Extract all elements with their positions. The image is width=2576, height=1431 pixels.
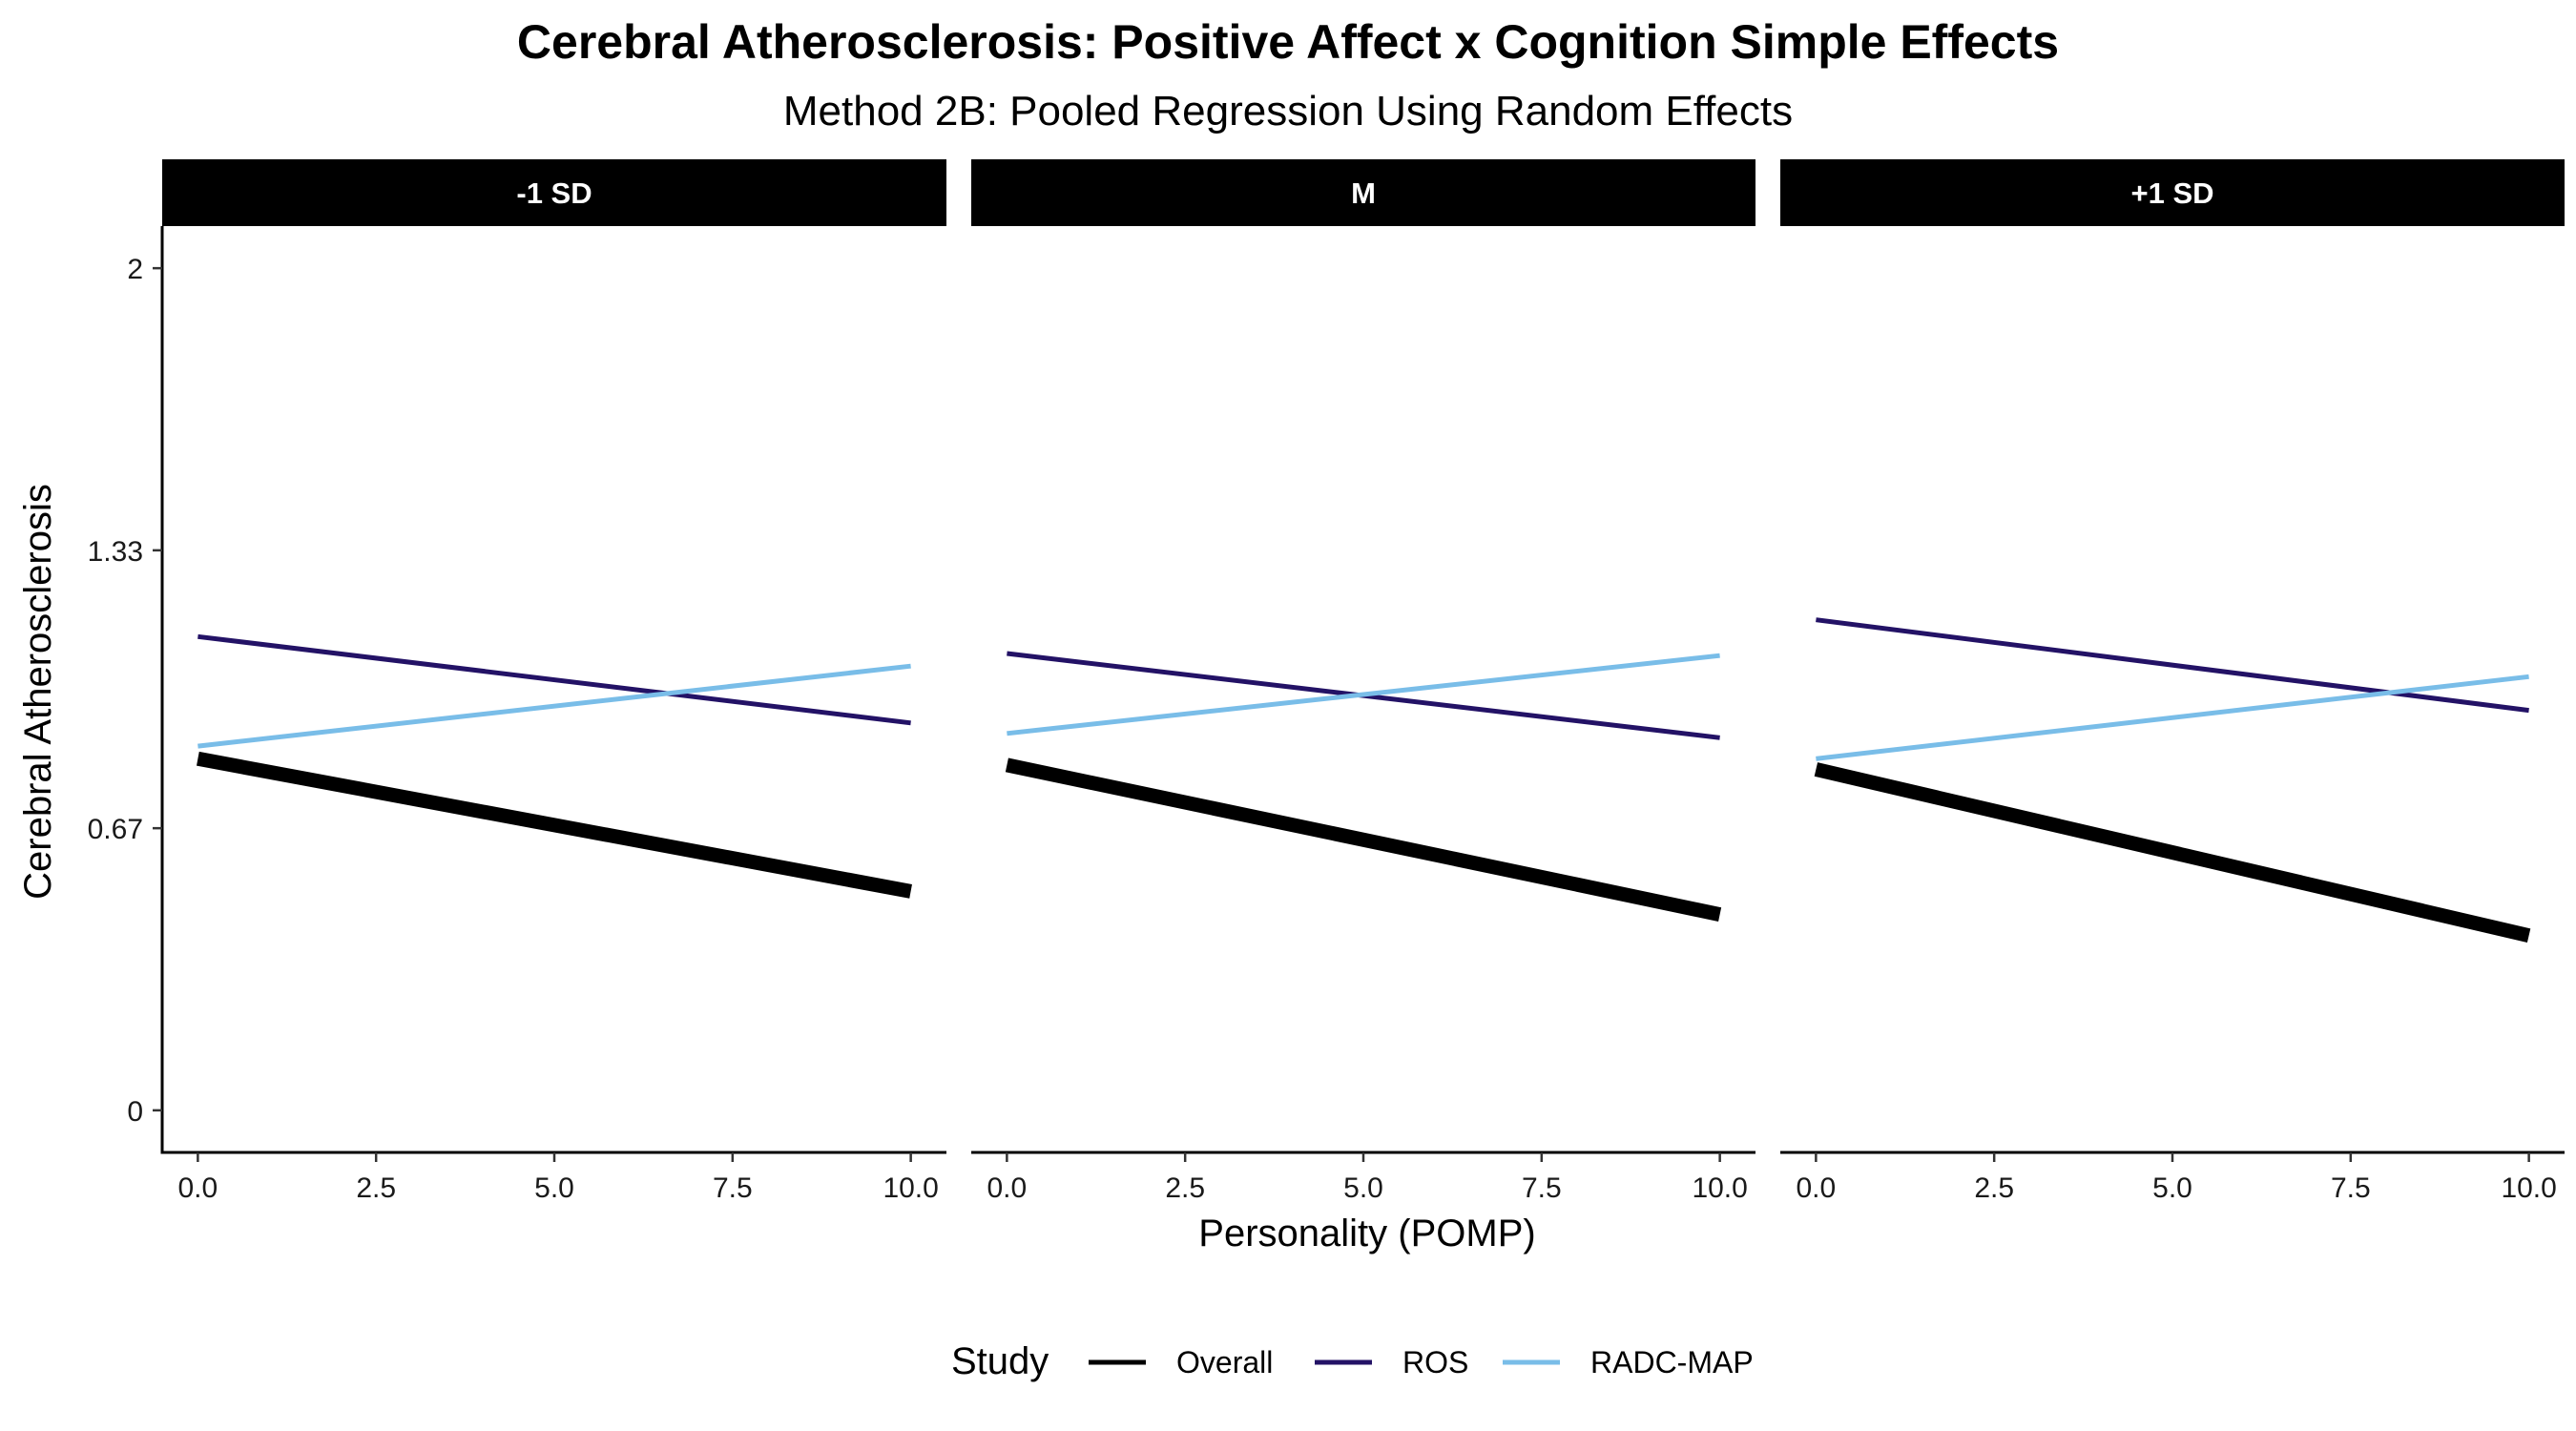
x-tick-label: 2.5: [1165, 1172, 1205, 1204]
chart-title: Cerebral Atherosclerosis: Positive Affec…: [517, 15, 2059, 69]
facet-strip: [1780, 159, 2565, 226]
series-line-overall: [1814, 762, 2531, 944]
legend: Study Overall ROS RADC-MAP: [951, 1340, 1754, 1382]
x-tick-label: 10.0: [883, 1172, 938, 1204]
legend-entry-overall: Overall: [1089, 1345, 1273, 1379]
facet-strip: [971, 159, 1755, 226]
facet-panel-m: M 0.0 2.5 5.0 7.5 10.0: [971, 159, 1755, 1204]
series-line-radc-map: [1007, 653, 1720, 736]
y-tick-label: 0.67: [88, 814, 143, 845]
y-tick-label: 0: [127, 1096, 143, 1128]
series-line-overall: [197, 751, 912, 899]
legend-entry-ros: ROS: [1315, 1345, 1468, 1379]
x-tick-label: 5.0: [534, 1172, 574, 1204]
x-tick-label: 5.0: [1343, 1172, 1383, 1204]
series-line-overall: [1005, 757, 1722, 922]
x-tick-label: 0.0: [987, 1172, 1028, 1204]
y-tick-label: 1.33: [88, 536, 143, 568]
legend-title: Study: [951, 1340, 1049, 1382]
facet-strip-label: M: [1351, 176, 1376, 210]
x-tick-label: 7.5: [1522, 1172, 1562, 1204]
legend-label-ros: ROS: [1402, 1345, 1468, 1379]
series-line-radc-map: [197, 663, 911, 749]
x-tick-label: 10.0: [2501, 1172, 2556, 1204]
x-tick-label: 0.0: [178, 1172, 218, 1204]
series-line-ros: [197, 633, 911, 726]
x-tick-label: 5.0: [2152, 1172, 2192, 1204]
series-line-radc-map: [1816, 674, 2529, 761]
legend-label-radc-map: RADC-MAP: [1590, 1345, 1754, 1379]
series-line-ros: [1816, 617, 2529, 714]
facet-strip-label: -1 SD: [516, 176, 592, 210]
facet-panel-1-sd: -1 SD 0.0 2.5 5.0 7.5 10.0 0 0.67 1.33 2: [88, 159, 946, 1204]
legend-entry-radc-map: RADC-MAP: [1503, 1345, 1754, 1379]
facet-strip-label: +1 SD: [2130, 176, 2213, 210]
x-tick-label: 7.5: [2331, 1172, 2371, 1204]
legend-label-overall: Overall: [1176, 1345, 1273, 1379]
y-axis-title: Cerebral Atherosclerosis: [17, 484, 59, 900]
chart-subtitle: Method 2B: Pooled Regression Using Rando…: [783, 88, 1793, 135]
x-tick-label: 2.5: [356, 1172, 396, 1204]
y-tick-label: 2: [127, 254, 143, 285]
facet-panels: -1 SD 0.0 2.5 5.0 7.5 10.0 0 0.67 1.33 2 M 0.0 2.5 5.…: [88, 159, 2565, 1204]
x-tick-label: 2.5: [1974, 1172, 2014, 1204]
x-tick-label: 10.0: [1692, 1172, 1747, 1204]
x-tick-label: 0.0: [1797, 1172, 1837, 1204]
facet-panel-1-sd: +1 SD 0.0 2.5 5.0 7.5 10.0: [1780, 159, 2565, 1204]
x-tick-label: 7.5: [713, 1172, 753, 1204]
x-axis-title: Personality (POMP): [1198, 1213, 1535, 1255]
facet-strip: [162, 159, 946, 226]
